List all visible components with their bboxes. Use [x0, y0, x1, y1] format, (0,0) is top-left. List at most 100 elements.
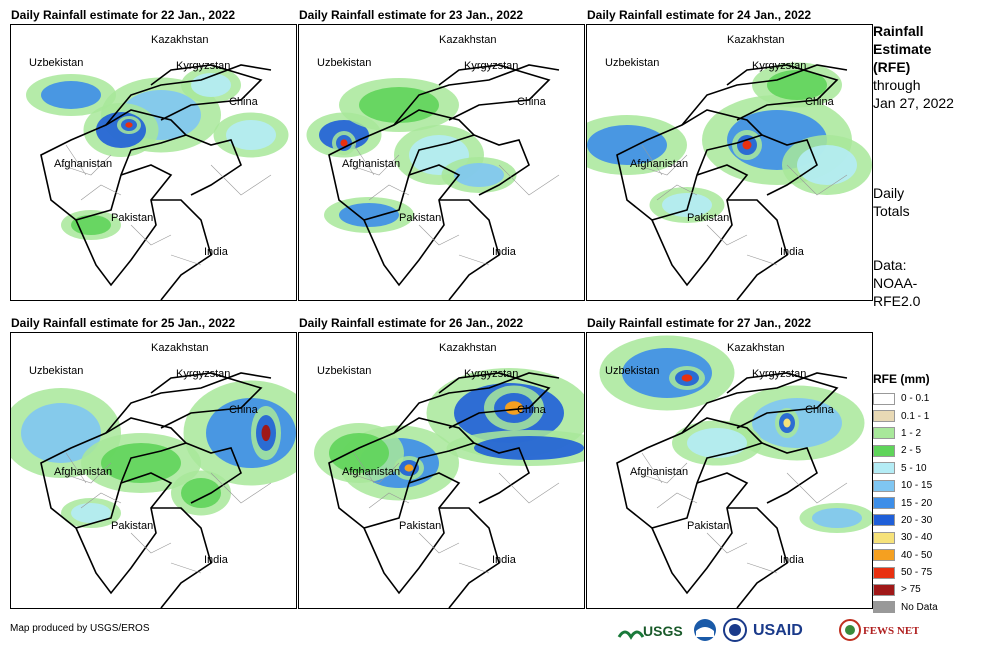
doi-seal-logo [723, 618, 747, 642]
legend-swatch [873, 410, 895, 423]
rain-area [662, 193, 712, 217]
legend-swatch [873, 601, 895, 614]
rainfall-map: Kazakhstan Uzbekistan Kyrgyzstan China Afgha… [10, 24, 297, 301]
legend-label: 1 - 2 [901, 427, 922, 439]
agency-logos: USGS USAID FEWS NET [617, 615, 919, 645]
fews-net-logo: FEWS NET [839, 619, 919, 641]
place-label-afghanistan: Afghanistan [342, 158, 400, 170]
place-label-pakistan: Pakistan [111, 212, 153, 224]
legend-swatch [873, 479, 895, 492]
place-label-uzbekistan: Uzbekistan [605, 365, 659, 377]
place-label-india: India [492, 554, 517, 566]
rainfall-panel-23jan: Daily Rainfall estimate for 23 Jan., 202… [298, 8, 586, 301]
place-label-china: China [229, 404, 259, 416]
rain-area [329, 433, 389, 473]
data-source-note: Data: NOAA- RFE2.0 [873, 257, 921, 309]
place-label-uzbekistan: Uzbekistan [29, 57, 83, 69]
place-label-kyrgyzstan: Kyrgyzstan [752, 60, 806, 72]
province-boundaries [348, 144, 560, 266]
place-label-pakistan: Pakistan [111, 520, 153, 532]
legend-label: > 75 [901, 584, 921, 596]
rain-area [587, 125, 667, 165]
map-series-title: Rainfall Estimate (RFE) through Jan 27, … [873, 23, 954, 111]
legend-label: 0.1 - 1 [901, 410, 930, 422]
place-label-afghanistan: Afghanistan [342, 466, 400, 478]
map-svg: Kazakhstan Uzbekistan Kyrgyzstan China Afgha… [11, 342, 296, 608]
rain-area [21, 403, 101, 463]
rain-area [339, 203, 399, 227]
map-svg: Kazakhstan Uzbekistan Kyrgyzstan China Afgha… [26, 34, 289, 300]
rain-area [191, 73, 231, 97]
place-label-pakistan: Pakistan [687, 520, 729, 532]
legend-item: 15 - 20 [873, 494, 938, 511]
place-label-china: China [805, 96, 835, 108]
rainfall-map: Kazakhstan Uzbekistan Kyrgyzstan China Afgha… [298, 332, 585, 609]
place-label-kyrgyzstan: Kyrgyzstan [752, 368, 806, 380]
place-label-india: India [780, 246, 805, 258]
place-label-india: India [204, 246, 229, 258]
rain-core [340, 139, 348, 147]
legend-title: RFE (mm) [873, 372, 930, 386]
legend-item: > 75 [873, 581, 938, 598]
legend-item: 0.1 - 1 [873, 407, 938, 424]
panel-title: Daily Rainfall estimate for 23 Jan., 202… [299, 8, 524, 22]
legend-item: 10 - 15 [873, 477, 938, 494]
province-boundaries [60, 452, 272, 574]
province-boundaries [60, 144, 272, 266]
place-label-kyrgyzstan: Kyrgyzstan [464, 368, 518, 380]
map-svg: Kazakhstan Uzbekistan Kyrgyzstan China Afgha… [306, 34, 560, 300]
panel-title: Daily Rainfall estimate for 25 Jan., 202… [11, 316, 236, 330]
place-label-uzbekistan: Uzbekistan [317, 57, 371, 69]
panel-title: Daily Rainfall estimate for 24 Jan., 202… [587, 8, 812, 22]
place-label-uzbekistan: Uzbekistan [605, 57, 659, 69]
legend-label: 20 - 30 [901, 514, 933, 526]
place-label-kyrgyzstan: Kyrgyzstan [176, 60, 230, 72]
legend-item: No Data [873, 599, 938, 616]
rain-area [797, 145, 857, 185]
rainfall-panel-26jan: Daily Rainfall estimate for 26 Jan., 202… [298, 316, 586, 609]
rain-area [812, 508, 862, 528]
province-boundaries [348, 452, 560, 574]
place-label-kyrgyzstan: Kyrgyzstan [464, 60, 518, 72]
place-label-kazakhstan: Kazakhstan [151, 34, 208, 46]
country-boundaries [616, 372, 848, 608]
rfe-legend: RFE (mm) 0 - 0.1 0.1 - 1 1 - 2 2 - 5 5 - 10 1… [873, 372, 938, 616]
country-boundaries [616, 64, 848, 300]
place-label-pakistan: Pakistan [399, 520, 441, 532]
place-label-uzbekistan: Uzbekistan [29, 365, 83, 377]
rain-core [125, 122, 133, 128]
legend-item: 20 - 30 [873, 512, 938, 529]
rain-area [41, 81, 101, 109]
province-boundaries [636, 144, 848, 266]
legend-label: No Data [901, 601, 938, 613]
place-label-afghanistan: Afghanistan [630, 158, 688, 170]
rain-area [474, 436, 584, 460]
place-label-pakistan: Pakistan [687, 212, 729, 224]
map-svg: Kazakhstan Uzbekistan Kyrgyzstan China Afgha… [314, 342, 584, 608]
rainfall-panel-24jan: Daily Rainfall estimate for 24 Jan., 202… [586, 8, 874, 301]
legend-item: 40 - 50 [873, 547, 938, 564]
rain-area [454, 163, 504, 187]
place-label-kyrgyzstan: Kyrgyzstan [176, 368, 230, 380]
place-label-kazakhstan: Kazakhstan [439, 342, 496, 354]
map-svg: Kazakhstan Uzbekistan Kyrgyzstan China Afgha… [587, 34, 872, 300]
legend-swatch [873, 549, 895, 562]
country-boundaries [40, 64, 272, 300]
rainfall-panel-25jan: Daily Rainfall estimate for 25 Jan., 202… [10, 316, 298, 609]
rainfall-panel-27jan: Daily Rainfall estimate for 27 Jan., 202… [586, 316, 874, 609]
legend-item: 50 - 75 [873, 564, 938, 581]
usgs-logo: USGS [617, 623, 683, 640]
place-label-kazakhstan: Kazakhstan [439, 34, 496, 46]
place-label-india: India [204, 554, 229, 566]
rainfall-panel-22jan: Daily Rainfall estimate for 22 Jan., 202… [10, 8, 298, 301]
legend-item: 5 - 10 [873, 460, 938, 477]
rain-core [261, 424, 271, 442]
rainfall-map: Kazakhstan Uzbekistan Kyrgyzstan China Afgha… [298, 24, 585, 301]
place-label-china: China [517, 96, 547, 108]
province-boundaries [636, 452, 848, 574]
legend-swatch [873, 531, 895, 544]
legend-swatch [873, 514, 895, 527]
legend-label: 0 - 0.1 [901, 393, 930, 405]
rain-core [404, 464, 414, 472]
rain-area [101, 443, 181, 483]
